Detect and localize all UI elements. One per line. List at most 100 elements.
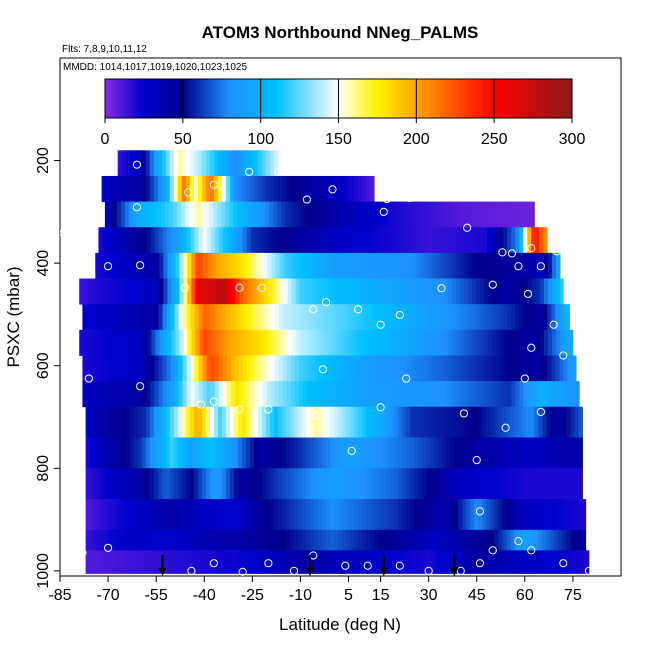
heatmap-cell <box>94 355 99 382</box>
heatmap-cell <box>189 150 195 177</box>
heatmap-cell <box>161 175 167 202</box>
heatmap-cell <box>267 329 272 356</box>
heatmap-cell <box>89 499 95 531</box>
heatmap-cell <box>130 355 135 382</box>
heatmap-cell <box>494 468 499 500</box>
heatmap-cell <box>238 304 244 331</box>
heatmap-cell <box>166 304 171 331</box>
heatmap-cell <box>558 499 563 531</box>
heatmap-cell <box>209 550 215 574</box>
heatmap-cell <box>105 468 111 500</box>
heatmap-cell <box>326 406 331 438</box>
heatmap-cell <box>470 437 475 469</box>
heatmap-cell <box>137 437 143 469</box>
heatmap-cell <box>197 406 203 438</box>
heatmap-cell <box>434 406 439 438</box>
heatmap-cell <box>165 529 171 551</box>
heatmap-cell <box>130 381 135 408</box>
heatmap-cell <box>250 304 256 331</box>
heatmap-cell <box>274 304 280 331</box>
heatmap-cell <box>189 550 195 574</box>
heatmap-cell <box>350 499 355 531</box>
heatmap-cell <box>129 175 135 202</box>
heatmap-cell <box>177 468 183 500</box>
heatmap-cell <box>331 252 337 279</box>
heatmap-cell <box>431 252 437 279</box>
heatmap-cell <box>330 175 335 202</box>
heatmap-cell <box>287 252 293 279</box>
sample-point <box>347 446 356 455</box>
heatmap-cell <box>410 437 415 469</box>
heatmap-cell <box>499 381 504 408</box>
heatmap-cell <box>302 381 308 408</box>
heatmap-cell <box>322 304 328 331</box>
heatmap-cell <box>386 550 391 574</box>
heatmap-cell <box>213 175 219 202</box>
heatmap-cell <box>197 201 202 228</box>
heatmap-cell <box>474 406 479 438</box>
heatmap-cell <box>574 529 579 551</box>
heatmap-cell <box>435 304 440 331</box>
heatmap-cell <box>552 278 557 305</box>
heatmap-cell <box>193 150 199 177</box>
colorbar-tick-label-150: 150 <box>325 131 352 148</box>
sample-point <box>536 407 545 416</box>
heatmap-cell <box>437 201 442 228</box>
heatmap-cell <box>145 499 151 531</box>
sample-point <box>488 280 497 289</box>
heatmap-cell <box>451 329 457 356</box>
heatmap-cell <box>197 175 203 202</box>
heatmap-cell <box>129 150 135 177</box>
heatmap-cell <box>122 304 127 331</box>
heatmap-cell <box>294 381 300 408</box>
heatmap-cell <box>451 278 457 305</box>
heatmap-cell <box>309 201 314 228</box>
sample-point <box>488 546 497 555</box>
heatmap-cell <box>451 227 456 254</box>
heatmap-cell <box>462 529 467 551</box>
heatmap-cell <box>193 201 198 228</box>
heatmap-cell <box>433 201 438 228</box>
heatmap-cell <box>167 329 172 356</box>
heatmap-cell <box>322 468 327 500</box>
heatmap-cell <box>462 406 467 438</box>
heatmap-cell <box>287 329 293 356</box>
heatmap-cell <box>458 499 463 531</box>
heatmap-cell <box>291 252 297 279</box>
heatmap-cell <box>90 304 95 331</box>
heatmap-cell <box>390 381 396 408</box>
heatmap-cell <box>486 437 491 469</box>
heatmap-cell <box>157 406 163 438</box>
heatmap-cell <box>362 406 367 438</box>
heatmap-cell <box>507 355 512 382</box>
heatmap-cell <box>398 499 403 531</box>
heatmap-cell <box>125 150 131 177</box>
heatmap-cell <box>330 381 336 408</box>
heatmap-cell <box>193 468 199 500</box>
heatmap-cell <box>185 406 191 438</box>
heatmap-cell <box>479 227 484 254</box>
sample-point <box>520 374 529 383</box>
plot-frame <box>59 57 622 577</box>
heatmap-cell <box>318 355 324 382</box>
heatmap-cell <box>189 406 195 438</box>
heatmap-cell <box>378 468 383 500</box>
heatmap-cell <box>150 381 155 408</box>
heatmap-cell <box>298 468 303 500</box>
heatmap-cell <box>251 278 256 305</box>
heatmap-cell <box>103 329 108 356</box>
heatmap-cell <box>330 550 335 574</box>
heatmap-cell <box>218 304 224 331</box>
heatmap-cell <box>554 468 559 500</box>
heatmap-cell <box>114 381 119 408</box>
heatmap-cell <box>506 406 511 438</box>
heatmap-cell <box>423 381 428 408</box>
heatmap-cell <box>138 355 143 382</box>
heatmap-cell <box>302 529 307 551</box>
heatmap-cell <box>512 252 517 279</box>
sample-point <box>60 229 68 238</box>
heatmap-cell <box>450 550 455 574</box>
heatmap-cell <box>459 355 464 382</box>
heatmap-cell <box>431 227 436 254</box>
heatmap-cell <box>137 468 143 500</box>
